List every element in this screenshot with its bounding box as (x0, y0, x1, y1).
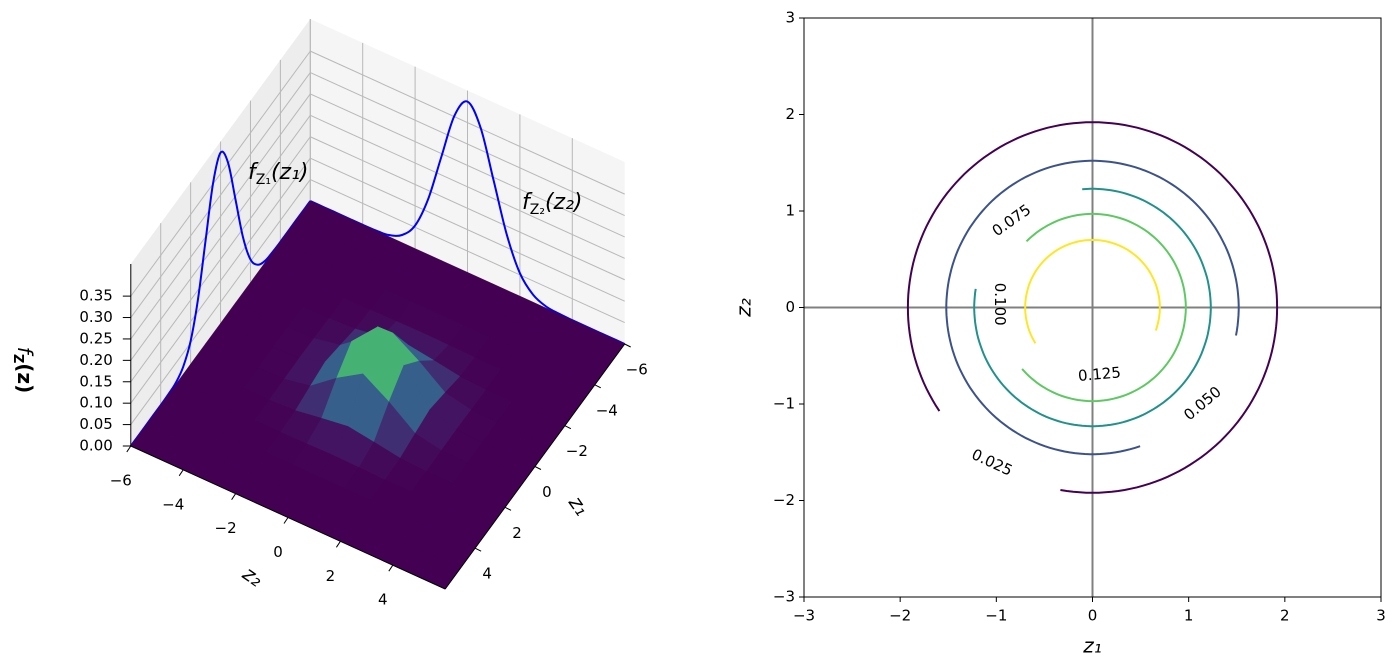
tick-mark (388, 564, 394, 572)
grid-line (310, 72, 625, 216)
axis-label-part: Z (11, 354, 26, 363)
annotation-part: Z₁ (256, 172, 271, 188)
annotation: fZ₁(z₁) (248, 160, 309, 188)
x-tick-label: 0 (1088, 607, 1098, 625)
y-tick-label: 2 (326, 567, 336, 585)
x-tick-label: 3 (1376, 607, 1386, 625)
tick-mark (335, 541, 341, 548)
y-axis-label: z₂ (238, 561, 268, 592)
x-tick-label: 2 (1280, 607, 1290, 625)
x-tick-label: 1 (1184, 607, 1194, 625)
grid-line (310, 93, 625, 238)
z-tick-label: 0.00 (79, 437, 112, 455)
y-tick-label: −6 (110, 472, 132, 490)
axis-label-part: (z) (14, 363, 38, 393)
y-tick-label: 0 (273, 543, 283, 561)
contour-line (906, 121, 1279, 494)
annotation-part: (z₁) (271, 160, 309, 185)
tick-mark (564, 425, 572, 430)
y-tick-label: 3 (785, 9, 795, 27)
annotation: fZ₂(z₂) (522, 190, 583, 218)
z-tick-label: 0.15 (79, 372, 112, 390)
axis-label-part: f (14, 347, 38, 357)
contour-label: 0.075 (989, 201, 1035, 240)
x-tick-label: 2 (512, 524, 522, 542)
annotation-part: f (522, 190, 533, 215)
z-tick-label: 0.35 (79, 287, 112, 305)
z-tick-label: 0.05 (79, 415, 112, 433)
tick-mark (126, 445, 132, 453)
contour-label: 0.125 (1077, 363, 1121, 385)
annotation-part: Z₂ (530, 202, 545, 218)
y-tick-label: −1 (773, 395, 795, 413)
grid-line (130, 157, 311, 404)
back-layer (129, 19, 626, 590)
y-tick-label: −4 (162, 495, 184, 513)
tick-mark (178, 469, 184, 477)
z-tick-label: 0.10 (79, 394, 112, 412)
x-tick-label: −6 (626, 361, 648, 379)
grid-line (130, 93, 311, 340)
grid-line (310, 157, 625, 302)
grid-line (310, 114, 625, 259)
grid-line (130, 115, 311, 361)
y-tick-label: −2 (215, 519, 237, 537)
contour-line (945, 159, 1240, 456)
y-tick-label: 1 (785, 202, 795, 220)
grid-line (130, 50, 311, 297)
grid-line (310, 136, 625, 281)
tick-mark (504, 506, 512, 511)
x-tick-label: −1 (985, 607, 1007, 625)
contour-label: 0.050 (1180, 383, 1224, 424)
tick-mark (624, 343, 631, 348)
contour-line (1021, 212, 1187, 403)
x-tick-label: −2 (566, 442, 588, 460)
grid-line (310, 179, 625, 324)
x-axis-label: z₁ (563, 490, 594, 520)
contour-label: 0.025 (969, 445, 1016, 479)
contour-line (1024, 238, 1161, 344)
y-tick-label: 4 (378, 591, 388, 609)
contour-label: 0.100 (991, 283, 1009, 326)
y-tick-label: −2 (773, 491, 795, 509)
z-tick-label: 0.25 (79, 329, 112, 347)
x-tick-label: −2 (889, 607, 911, 625)
grid-line (130, 72, 311, 318)
z-tick-label: 0.30 (79, 308, 112, 326)
y-tick-label: −3 (773, 588, 795, 606)
y-tick-label: 2 (785, 105, 795, 123)
grid-line (310, 50, 625, 195)
y-tick-label: 0 (785, 298, 795, 316)
x-tick-label: −3 (793, 607, 815, 625)
y-axis-label: z₂ (732, 298, 756, 318)
tick-mark (231, 493, 237, 500)
grid-line (130, 179, 311, 425)
z-axis-label: fZ(z) (11, 347, 38, 393)
z-tick-label: 0.20 (79, 351, 112, 369)
tick-mark (594, 384, 602, 389)
annotation-part: f (248, 160, 259, 185)
annotation-part: (z₂) (545, 190, 583, 215)
grid-line (130, 136, 311, 383)
contour-line (973, 187, 1212, 428)
x-tick-label: 4 (482, 565, 492, 583)
x-tick-label: 0 (542, 483, 552, 501)
tick-mark (474, 547, 482, 552)
x-axis-label: z₁ (1082, 634, 1102, 658)
tick-mark (534, 466, 542, 470)
x-tick-label: −4 (596, 401, 618, 419)
tick-mark (283, 517, 289, 524)
